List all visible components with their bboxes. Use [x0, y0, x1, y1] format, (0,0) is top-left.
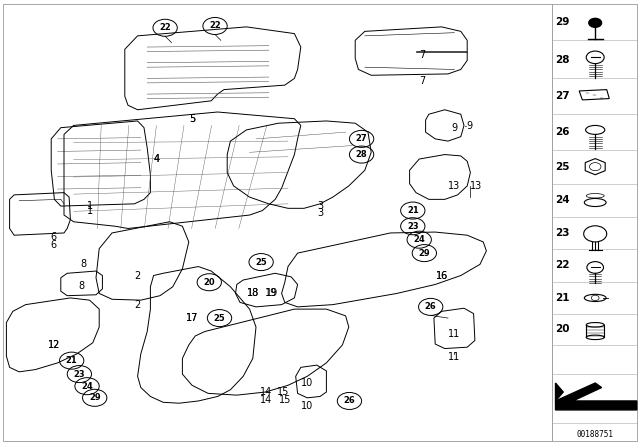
Text: 3: 3	[317, 201, 323, 211]
Text: 29: 29	[419, 249, 430, 258]
Text: 14: 14	[259, 387, 272, 397]
Polygon shape	[556, 383, 563, 401]
Text: 10: 10	[301, 401, 314, 411]
Text: 5: 5	[189, 114, 195, 124]
Text: 7: 7	[419, 76, 426, 86]
Text: 6: 6	[50, 240, 56, 250]
Text: 25: 25	[255, 258, 267, 267]
Text: 26: 26	[556, 127, 570, 137]
Text: 10: 10	[301, 378, 314, 388]
Text: 21: 21	[66, 356, 77, 365]
Text: 1: 1	[86, 201, 93, 211]
Text: 12: 12	[48, 340, 61, 350]
Text: 15: 15	[278, 395, 291, 405]
Text: 11: 11	[448, 352, 461, 362]
Text: 9: 9	[451, 123, 458, 133]
Polygon shape	[556, 383, 637, 410]
Text: 8: 8	[80, 259, 86, 269]
Text: 7: 7	[419, 50, 426, 60]
Text: 17: 17	[186, 313, 198, 323]
Text: 27: 27	[356, 134, 367, 143]
Text: 16: 16	[435, 271, 448, 280]
Text: 15: 15	[277, 387, 290, 397]
Text: 13: 13	[448, 181, 461, 191]
Bar	[3, 4, 552, 441]
Text: 26: 26	[425, 302, 436, 311]
Text: 2: 2	[134, 271, 141, 280]
Text: 12: 12	[48, 340, 61, 350]
Text: 29: 29	[89, 393, 100, 402]
Text: 24: 24	[413, 235, 425, 244]
Text: 26: 26	[344, 396, 355, 405]
Text: 28: 28	[556, 55, 570, 65]
Text: 5: 5	[189, 114, 195, 124]
Text: 1: 1	[86, 206, 93, 216]
Text: 25: 25	[556, 162, 570, 172]
Text: 6: 6	[50, 233, 56, 242]
Text: 9: 9	[466, 121, 472, 131]
Text: 22: 22	[159, 23, 171, 32]
Text: 25: 25	[214, 314, 225, 323]
Text: 20: 20	[556, 324, 570, 334]
Text: 4: 4	[154, 154, 160, 164]
Text: 24: 24	[81, 382, 93, 391]
Text: 18: 18	[246, 289, 259, 298]
Text: 00188751: 00188751	[576, 430, 613, 439]
Text: 3: 3	[317, 208, 323, 218]
Text: 16: 16	[435, 271, 448, 280]
Bar	[552, 4, 637, 441]
Text: 2: 2	[134, 300, 141, 310]
Text: 22: 22	[209, 22, 221, 30]
Text: 17: 17	[186, 313, 198, 323]
Text: 20: 20	[204, 278, 215, 287]
Text: 27: 27	[556, 91, 570, 101]
Text: 19: 19	[266, 289, 278, 298]
Text: 23: 23	[556, 228, 570, 238]
Text: 18: 18	[246, 289, 259, 298]
Text: 21: 21	[407, 206, 419, 215]
Text: 28: 28	[356, 150, 367, 159]
Text: 19: 19	[265, 289, 278, 298]
Text: 4: 4	[154, 154, 160, 164]
Text: 24: 24	[556, 195, 570, 205]
Text: 22: 22	[556, 260, 570, 270]
Circle shape	[589, 18, 602, 27]
Text: 23: 23	[407, 222, 419, 231]
Text: 21: 21	[556, 293, 570, 303]
Text: 14: 14	[259, 395, 272, 405]
Text: 8: 8	[79, 281, 85, 291]
Text: 29: 29	[556, 17, 570, 26]
Text: 11: 11	[448, 329, 461, 339]
Text: 23: 23	[74, 370, 85, 379]
Text: 13: 13	[470, 181, 483, 191]
